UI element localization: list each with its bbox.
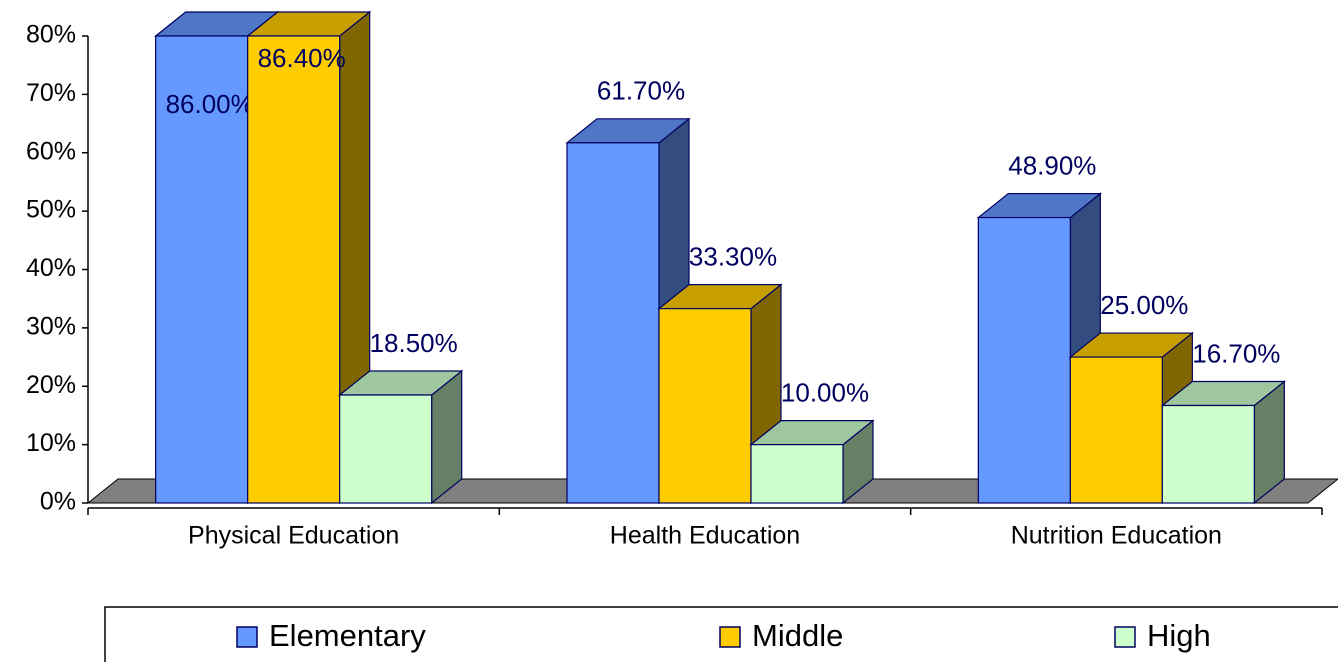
- bar-front: [155, 35, 249, 504]
- value-label: 61.70%: [597, 76, 685, 106]
- bar-front: [566, 142, 660, 504]
- bar: [337, 369, 464, 505]
- bar-front: [247, 35, 341, 504]
- x-tick-label: Nutrition Education: [1011, 522, 1222, 550]
- x-tick-label: Health Education: [610, 522, 800, 550]
- bar-front: [1069, 356, 1163, 504]
- bar-front: [658, 308, 752, 504]
- y-tick-label: 50%: [26, 196, 76, 224]
- value-label: 10.00%: [781, 378, 869, 408]
- value-label: 86.40%: [258, 43, 346, 73]
- value-label: 86.00%: [166, 89, 254, 119]
- y-tick-label: 0%: [40, 488, 76, 516]
- value-label: 48.90%: [1008, 150, 1096, 180]
- value-label: 33.30%: [689, 241, 777, 271]
- bar-front: [1161, 404, 1255, 504]
- legend-label: High: [1147, 618, 1211, 653]
- y-tick-label: 60%: [26, 137, 76, 165]
- legend-swatch: [236, 626, 258, 648]
- y-tick-label: 10%: [26, 429, 76, 457]
- legend-label: Elementary: [269, 618, 426, 653]
- y-tick-label: 80%: [26, 21, 76, 49]
- legend-label: Middle: [752, 618, 843, 653]
- value-label: 16.70%: [1192, 338, 1280, 368]
- bar-front: [750, 444, 844, 504]
- bar-front: [977, 216, 1071, 504]
- legend-swatch: [719, 626, 741, 648]
- value-label: 18.50%: [370, 328, 458, 358]
- y-tick-label: 30%: [26, 312, 76, 340]
- bar: [1160, 380, 1287, 505]
- legend-swatch: [1114, 626, 1136, 648]
- bar: [749, 419, 875, 505]
- value-label: 25.00%: [1100, 290, 1188, 320]
- x-tick-label: Physical Education: [188, 522, 399, 550]
- bar-front: [339, 394, 433, 504]
- y-tick-label: 40%: [26, 254, 76, 282]
- y-tick-label: 20%: [26, 371, 76, 399]
- y-tick-label: 70%: [26, 79, 76, 107]
